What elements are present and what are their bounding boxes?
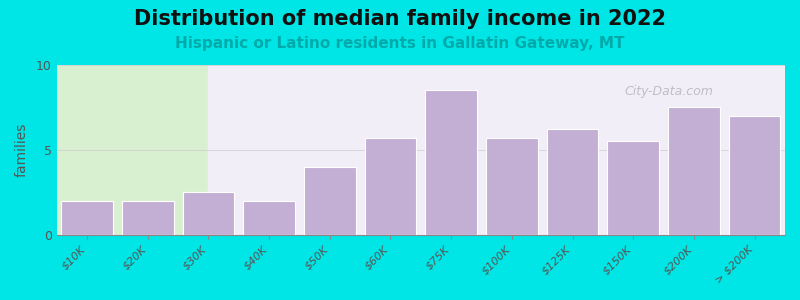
Bar (365, 138, 416, 235)
Bar (243, 201, 295, 235)
Bar (729, 116, 781, 235)
Bar (122, 201, 174, 235)
Bar (607, 141, 659, 235)
Bar (486, 138, 538, 235)
Bar (486, 138, 538, 235)
Bar (365, 138, 416, 235)
Text: Distribution of median family income in 2022: Distribution of median family income in … (134, 9, 666, 29)
Bar (304, 167, 355, 235)
Bar (546, 129, 598, 235)
Bar (62, 201, 113, 235)
Text: City-Data.com: City-Data.com (625, 85, 714, 98)
Bar (546, 129, 598, 235)
Bar (426, 90, 477, 235)
Bar (426, 90, 477, 235)
Y-axis label: families: families (15, 123, 29, 177)
Bar (668, 107, 720, 235)
Text: Hispanic or Latino residents in Gallatin Gateway, MT: Hispanic or Latino residents in Gallatin… (175, 36, 625, 51)
Bar (62, 201, 113, 235)
Bar (243, 201, 295, 235)
Bar (304, 167, 355, 235)
Bar (182, 192, 234, 235)
Bar (122, 201, 174, 235)
Bar (57, 65, 209, 235)
Bar (607, 141, 659, 235)
Bar (668, 107, 720, 235)
Bar (729, 116, 781, 235)
Bar (182, 192, 234, 235)
